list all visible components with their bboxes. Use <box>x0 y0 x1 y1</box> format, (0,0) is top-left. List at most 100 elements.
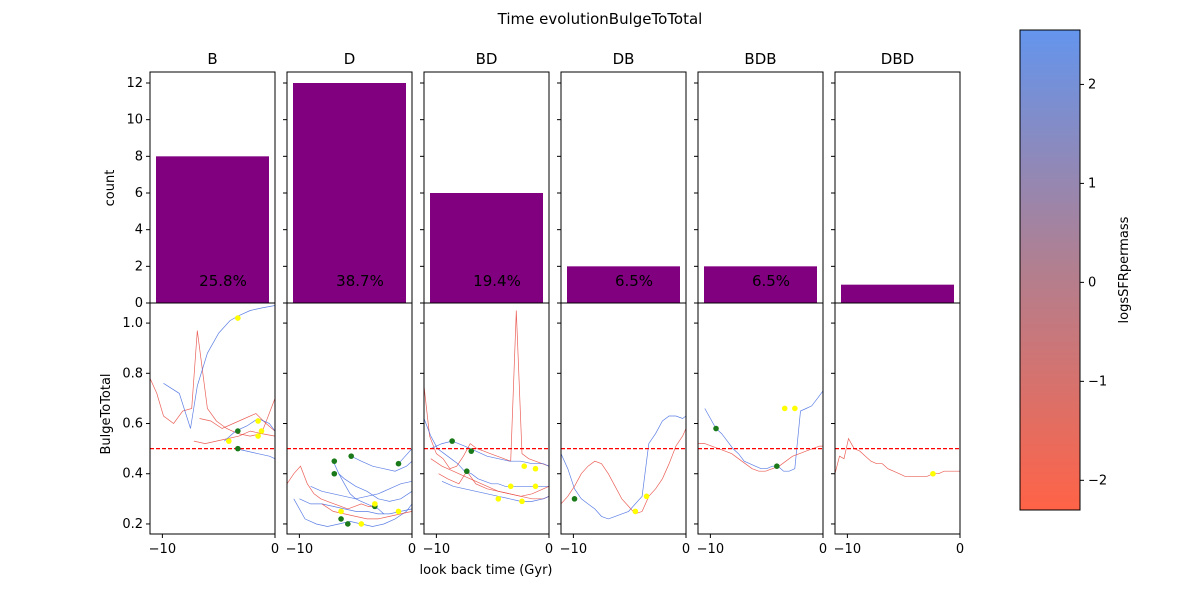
end-marker <box>495 496 502 502</box>
colorbar-tick-label: 2 <box>1088 77 1096 92</box>
end-marker <box>395 508 402 515</box>
bulge-axes-frame <box>423 302 550 535</box>
colorbar-label: logsSFRpermass <box>1117 216 1132 323</box>
start-marker <box>235 428 241 434</box>
track-line-cold <box>351 455 413 472</box>
end-marker <box>226 438 232 444</box>
end-marker <box>643 493 650 500</box>
percent-label: 38.7% <box>336 272 384 290</box>
track-line-cold <box>398 448 413 464</box>
xtick-label: 0 <box>545 542 553 557</box>
chart-title: Time evolutionBulgeToTotal <box>497 10 703 28</box>
panel-db: DB 6.5% −10 0 <box>557 50 690 557</box>
end-marker <box>532 483 539 490</box>
track-line-cold <box>423 418 549 487</box>
bulge-axes-frame <box>697 302 824 535</box>
xtick-label: 0 <box>682 542 690 557</box>
count-ytick-label: 0 <box>135 296 143 311</box>
count-ytick-label: 6 <box>135 186 143 201</box>
panel-title: DBD <box>881 50 914 68</box>
panel-grid: B 25.8% 0 2 4 6 8 10 12 0.2 0.4 0.6 0.8 1.0 −10 0 D 38.7%… <box>122 50 964 557</box>
start-marker <box>571 496 578 502</box>
track-line-warm <box>698 443 823 472</box>
count-bar <box>567 266 680 303</box>
y-axis-label-bulge: BulgeToTotal <box>99 373 114 454</box>
start-marker <box>449 438 455 444</box>
colorbar-tick-label: 0 <box>1088 275 1096 290</box>
bulge-axes-frame <box>149 302 276 535</box>
count-bar <box>156 156 269 303</box>
bulge-ytick-label: 0.6 <box>122 417 143 432</box>
end-marker <box>258 428 265 434</box>
bulge-axes-frame <box>834 302 961 535</box>
percent-label: 25.8% <box>199 272 247 290</box>
track-line-cold <box>299 498 413 515</box>
track-line-warm <box>423 310 550 470</box>
panel-dbd: DBD −10 0 <box>831 50 964 557</box>
end-marker <box>792 405 798 412</box>
count-ytick-label: 8 <box>135 149 143 164</box>
start-marker <box>774 463 780 470</box>
track-line-warm <box>430 458 550 497</box>
percent-label: 19.4% <box>473 272 521 290</box>
count-bar <box>841 284 954 303</box>
panel-b: B 25.8% 0 2 4 6 8 10 12 0.2 0.4 0.6 0.8 1.0 −10 0 <box>122 50 279 557</box>
track-line-warm <box>834 437 960 477</box>
end-marker <box>255 418 261 424</box>
percent-label: 6.5% <box>615 272 653 290</box>
bulge-ytick-label: 0.8 <box>122 366 143 381</box>
colorbar-gradient <box>1019 29 1081 511</box>
track-line-cold <box>441 480 550 502</box>
track-line-cold <box>704 390 824 472</box>
track-line-warm <box>286 465 375 510</box>
xtick-label: −10 <box>423 542 450 557</box>
count-ytick-label: 2 <box>135 259 143 274</box>
start-marker <box>713 425 719 432</box>
count-ytick-label: 10 <box>126 113 143 128</box>
track-line-warm <box>199 413 276 432</box>
panel-title: DB <box>613 50 635 68</box>
colorbar: −2 −1 0 1 2 logsSFRpermass <box>1019 29 1132 511</box>
colorbar-ticks: −2 −1 0 1 2 <box>1080 77 1107 488</box>
start-marker <box>395 460 402 467</box>
count-bar <box>704 266 817 303</box>
end-marker <box>507 483 514 490</box>
track-line-warm <box>438 470 550 500</box>
bulge-ytick-label: 1.0 <box>122 316 143 331</box>
start-marker <box>468 448 475 454</box>
panel-title: B <box>207 50 217 68</box>
bulge-ytick-label: 0.4 <box>122 467 143 482</box>
track-line-cold <box>224 418 276 442</box>
xtick-label: −10 <box>560 542 587 557</box>
bulge-axes-frame <box>286 302 413 535</box>
xtick-label: −10 <box>286 542 313 557</box>
start-marker <box>331 470 338 477</box>
start-marker <box>338 516 344 522</box>
panel-title: BD <box>476 50 498 68</box>
track-line-warm <box>560 428 687 515</box>
colorbar-tick-label: −1 <box>1088 374 1107 389</box>
track-line-cold <box>293 498 413 527</box>
end-marker <box>338 508 344 515</box>
y-axis-label-count: count <box>103 170 118 207</box>
track-line-cold <box>235 448 276 460</box>
start-marker <box>331 458 338 464</box>
start-marker <box>345 521 351 527</box>
panel-bdb: BDB 6.5% −10 0 <box>694 50 827 557</box>
end-marker <box>930 470 936 477</box>
end-marker <box>255 433 261 439</box>
panel-title: D <box>344 50 356 68</box>
count-ytick-label: 12 <box>126 76 143 91</box>
count-ytick-label: 4 <box>135 223 143 238</box>
xtick-label: 0 <box>271 542 279 557</box>
colorbar-tick-label: −2 <box>1088 473 1107 488</box>
start-marker <box>463 468 470 475</box>
bulge-ytick-label: 0.2 <box>122 517 143 532</box>
xtick-label: −10 <box>834 542 861 557</box>
count-axes-frame <box>834 71 961 304</box>
end-marker <box>372 501 378 507</box>
start-marker <box>235 445 241 452</box>
panel-title: BDB <box>744 50 776 68</box>
track-line-cold <box>163 305 276 429</box>
percent-label: 6.5% <box>752 272 790 290</box>
